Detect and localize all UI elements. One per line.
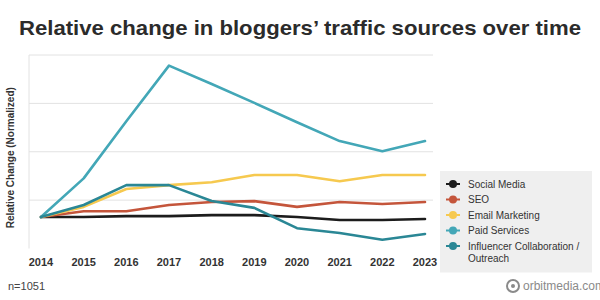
x-tick-label: 2020 — [285, 256, 309, 268]
legend-label-line: Paid Services — [468, 225, 529, 236]
title: Relative change in bloggers’ traffic sou… — [19, 16, 581, 39]
note: n=1051 — [8, 280, 45, 292]
x-tick-label: 2021 — [327, 256, 351, 268]
legend-label: SEO — [468, 194, 489, 205]
x-tick-label: 2016 — [114, 256, 138, 268]
legend-label: Social Media — [468, 179, 526, 190]
grid-line — [29, 151, 433, 152]
x-tick-label: 2022 — [370, 256, 394, 268]
legend-swatch — [449, 211, 457, 219]
plot-area — [41, 66, 425, 240]
series-line — [41, 66, 425, 217]
logo-icon — [507, 280, 519, 292]
chart: Relative change in bloggers’ traffic sou… — [0, 0, 600, 300]
grid-line — [29, 55, 433, 56]
background — [0, 0, 600, 300]
legend-label: Influencer Collaboration /Outreach — [468, 241, 579, 264]
legend-swatch — [449, 227, 457, 235]
series-line — [41, 175, 425, 217]
legend-label: Paid Services — [468, 225, 529, 236]
x-tick-label: 2017 — [157, 256, 181, 268]
series-line — [41, 185, 425, 240]
legend-label-line: SEO — [468, 194, 489, 205]
source: orbitmedia.com — [523, 279, 600, 293]
grid-line — [29, 103, 433, 104]
legend-label-line: Email Marketing — [468, 210, 540, 221]
x-tick-label: 2015 — [71, 256, 95, 268]
legend-label-line: Social Media — [468, 179, 526, 190]
x-tick-label: 2023 — [413, 256, 437, 268]
logo-icon-dot — [511, 284, 515, 288]
legend-label-line: Outreach — [468, 253, 509, 264]
y-axis-label: Relative Change (Normalized) — [5, 87, 16, 228]
y-axis-line — [29, 55, 30, 249]
legend-swatch — [449, 180, 457, 188]
legend-box — [440, 171, 592, 273]
x-tick-label: 2018 — [199, 256, 223, 268]
legend-swatch — [449, 196, 457, 204]
legend-swatch — [449, 242, 457, 250]
legend-label: Email Marketing — [468, 210, 540, 221]
series-line — [41, 215, 425, 220]
legend-label-line: Influencer Collaboration / — [468, 241, 579, 252]
x-tick-label: 2014 — [29, 256, 54, 268]
x-tick-label: 2019 — [242, 256, 266, 268]
